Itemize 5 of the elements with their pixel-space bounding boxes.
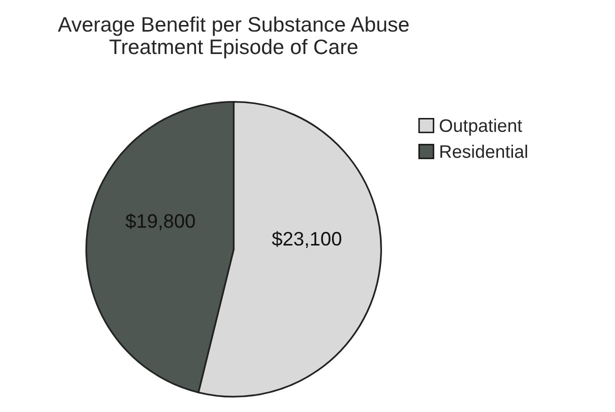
- legend-label: Residential: [440, 144, 528, 158]
- chart-title: Average Benefit per Substance Abuse Treatment Episode of Care: [58, 16, 409, 58]
- legend-label: Outpatient: [440, 118, 522, 136]
- data-label: $19,800: [126, 213, 195, 230]
- data-label: $23,100: [272, 231, 342, 248]
